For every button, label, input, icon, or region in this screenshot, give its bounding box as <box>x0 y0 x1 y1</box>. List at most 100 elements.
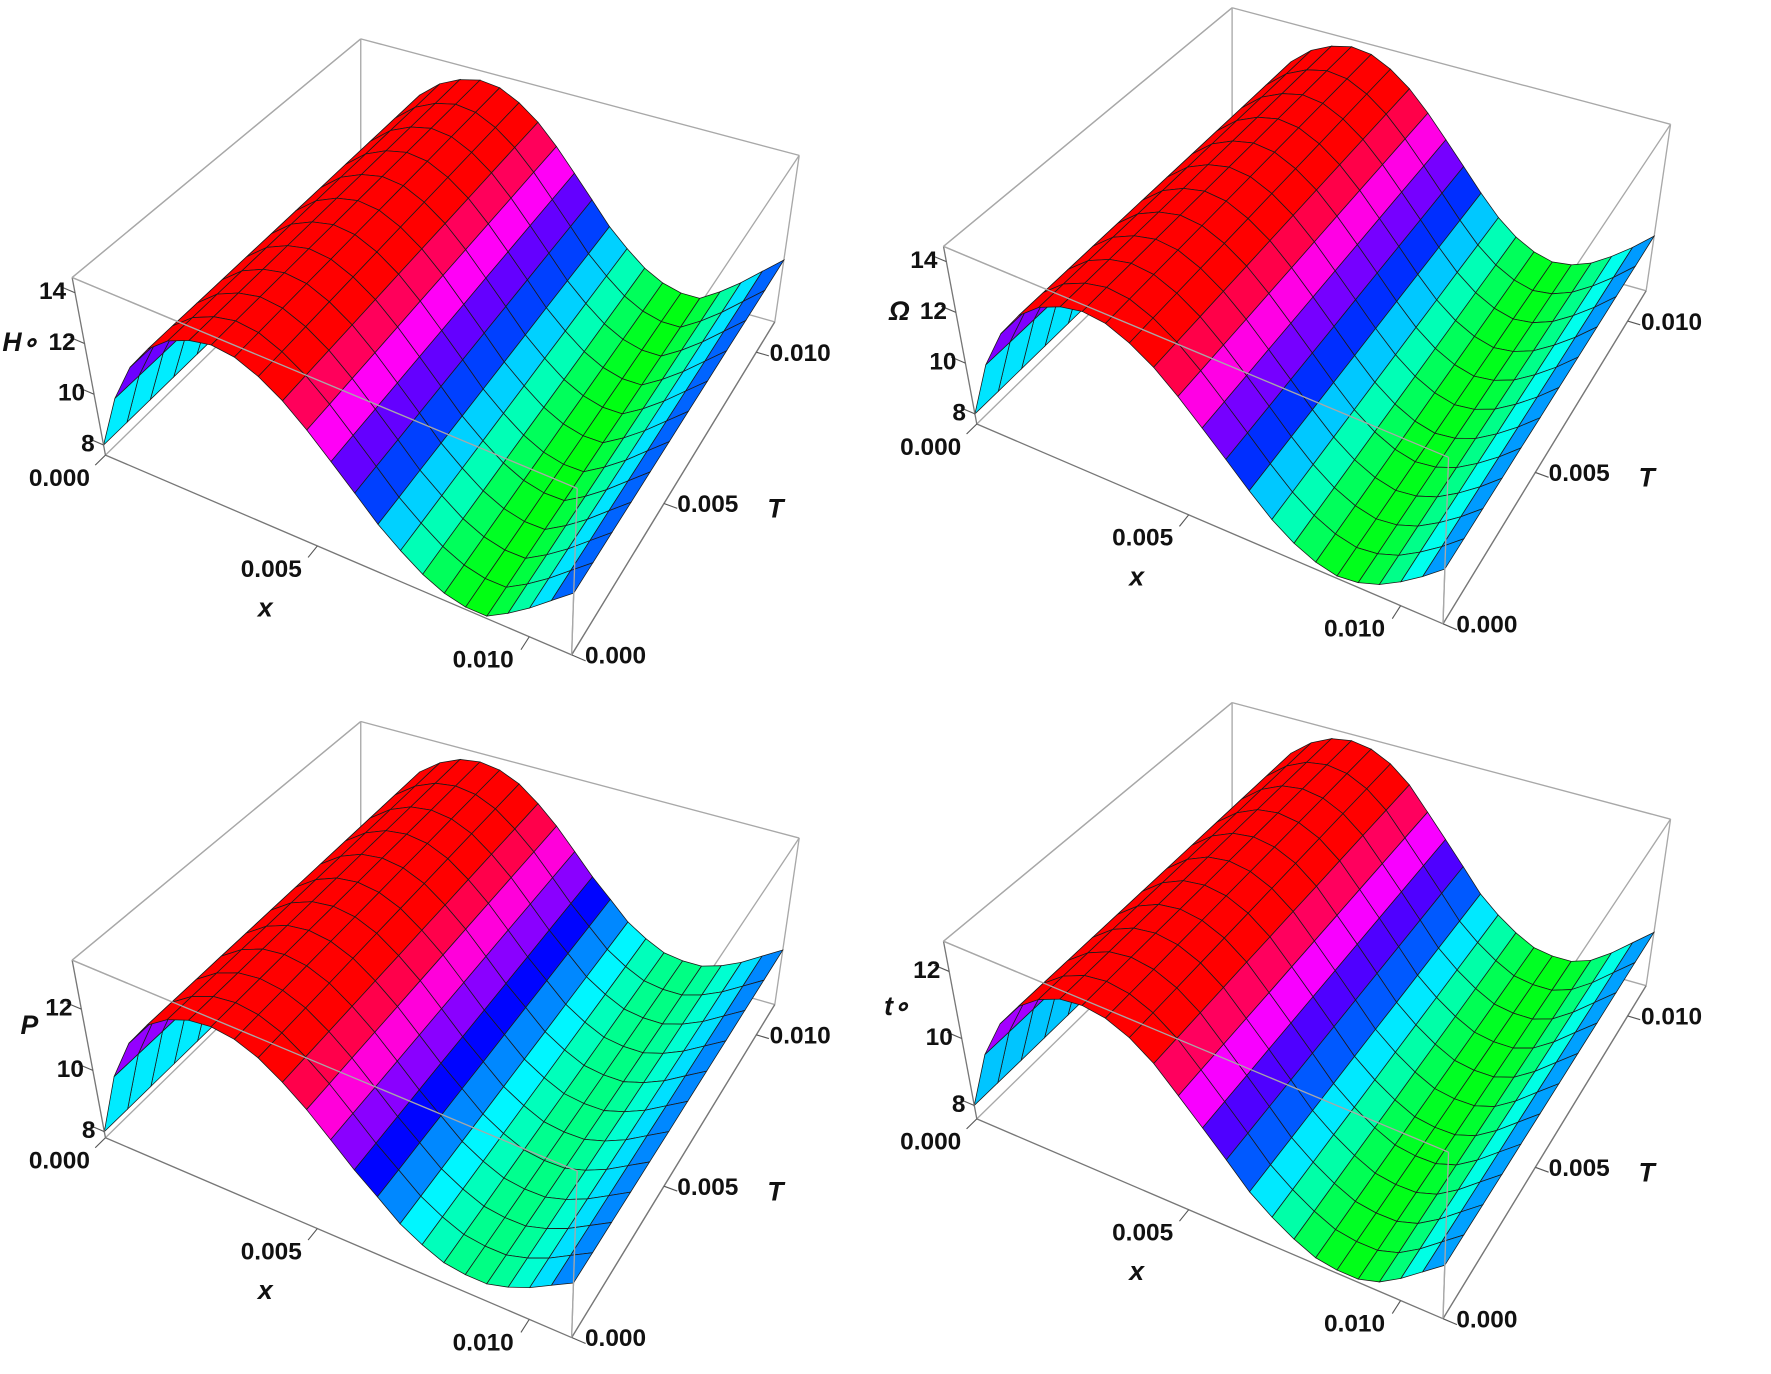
box-edge <box>1231 701 1671 820</box>
box-edge <box>774 155 800 322</box>
z-tick-label: 10 <box>57 1056 84 1083</box>
y-tick <box>1535 471 1549 478</box>
surface-patch <box>550 562 594 602</box>
z-tick <box>78 1063 94 1071</box>
scene: 0.0000.0050.010x0.0000.0050.010T8101214H… <box>2 7 1702 1356</box>
z-tick <box>79 387 95 395</box>
z-tick <box>940 305 957 313</box>
box-edge <box>1231 7 1671 125</box>
z-tick <box>66 1002 82 1010</box>
box-edge <box>1645 819 1672 986</box>
y-tick <box>1627 1015 1641 1021</box>
x-tick-label: 0.000 <box>29 465 90 492</box>
x-tick-label: 0.010 <box>453 647 514 674</box>
z-tick <box>959 1098 975 1106</box>
box-edge <box>570 488 578 655</box>
z-tick <box>69 336 85 344</box>
y-tick <box>756 351 770 357</box>
box-edge <box>360 720 800 839</box>
z-tick-label: 10 <box>58 380 85 407</box>
x-axis-label: x <box>1127 561 1145 591</box>
x-tick <box>94 1137 106 1149</box>
z-tick-label: 8 <box>952 1091 966 1118</box>
z-tick <box>960 407 976 415</box>
box-edge <box>943 245 1449 458</box>
box-edge <box>943 940 1449 1153</box>
x-axis-label: x <box>256 592 274 622</box>
y-tick-label: 0.000 <box>585 643 646 670</box>
x-tick <box>966 423 978 435</box>
y-axis-label: T <box>1639 1157 1658 1187</box>
z-axis-label: t∘ <box>884 991 910 1021</box>
y-tick <box>571 654 586 662</box>
z-axis <box>71 960 107 1138</box>
z-tick-label: 8 <box>952 399 966 426</box>
y-tick <box>663 1185 678 1192</box>
z-tick <box>89 438 104 446</box>
x-axis <box>105 454 572 656</box>
z-tick-label: 12 <box>920 298 947 325</box>
y-tick <box>1442 623 1458 631</box>
z-tick-label: 14 <box>39 278 67 305</box>
box-edge <box>570 1171 578 1338</box>
y-tick-label: 0.000 <box>1456 1306 1517 1333</box>
z-tick <box>933 964 950 972</box>
box-edge <box>1442 457 1450 624</box>
x-tick <box>1179 1209 1190 1222</box>
x-tick-label: 0.000 <box>900 1129 961 1156</box>
x-tick-label: 0.010 <box>1324 1310 1385 1337</box>
z-tick-label: 10 <box>929 349 956 376</box>
y-tick-label: 0.010 <box>770 340 831 367</box>
y-tick <box>571 1337 586 1345</box>
x-tick-label: 0.000 <box>900 434 961 461</box>
y-tick-label: 0.010 <box>770 1022 831 1049</box>
y-axis-label: T <box>767 494 786 524</box>
z-tick-label: 12 <box>45 995 72 1022</box>
box-edge <box>943 702 1233 942</box>
y-tick-label: 0.010 <box>1641 309 1702 336</box>
box-edge <box>1442 1152 1450 1319</box>
y-tick <box>663 503 678 509</box>
y-tick-label: 0.010 <box>1641 1004 1702 1031</box>
box-edge <box>360 38 800 157</box>
x-axis <box>976 1118 1444 1320</box>
box-edge <box>1645 124 1672 291</box>
z-tick <box>946 1031 962 1039</box>
x-tick <box>307 1228 318 1241</box>
y-tick-label: 0.000 <box>585 1325 646 1352</box>
z-axis-label: Ω <box>888 296 910 326</box>
z-tick-label: 8 <box>82 1117 96 1144</box>
z-axis-label: H∘ <box>2 327 38 357</box>
y-tick-label: 0.005 <box>677 491 738 518</box>
z-tick-label: 12 <box>913 957 940 984</box>
x-tick <box>520 636 530 651</box>
y-tick-label: 0.005 <box>1549 460 1610 487</box>
x-tick-label: 0.010 <box>1324 616 1385 643</box>
x-tick-label: 0.000 <box>29 1148 90 1175</box>
y-tick <box>756 1034 770 1040</box>
y-axis <box>571 321 776 656</box>
z-tick-label: 10 <box>926 1024 953 1051</box>
x-tick <box>307 545 318 558</box>
surface-patch <box>1421 538 1465 578</box>
box-edge <box>71 959 578 1172</box>
x-tick <box>520 1319 530 1333</box>
x-tick-label: 0.010 <box>453 1329 514 1356</box>
x-tick <box>94 454 106 466</box>
x-tick-label: 0.005 <box>241 556 302 583</box>
x-tick-label: 0.005 <box>1112 525 1173 552</box>
x-tick <box>1391 1300 1402 1314</box>
y-axis <box>1442 985 1647 1320</box>
z-tick <box>90 1125 105 1133</box>
y-axis <box>1442 290 1647 625</box>
z-tick-label: 14 <box>910 247 938 274</box>
z-axis <box>71 277 107 456</box>
box-edge <box>774 837 800 1005</box>
box-edge <box>71 720 362 961</box>
z-tick <box>931 254 947 263</box>
x-tick-label: 0.005 <box>1112 1220 1173 1247</box>
z-tick-label: 12 <box>48 329 75 356</box>
x-tick <box>966 1118 978 1130</box>
